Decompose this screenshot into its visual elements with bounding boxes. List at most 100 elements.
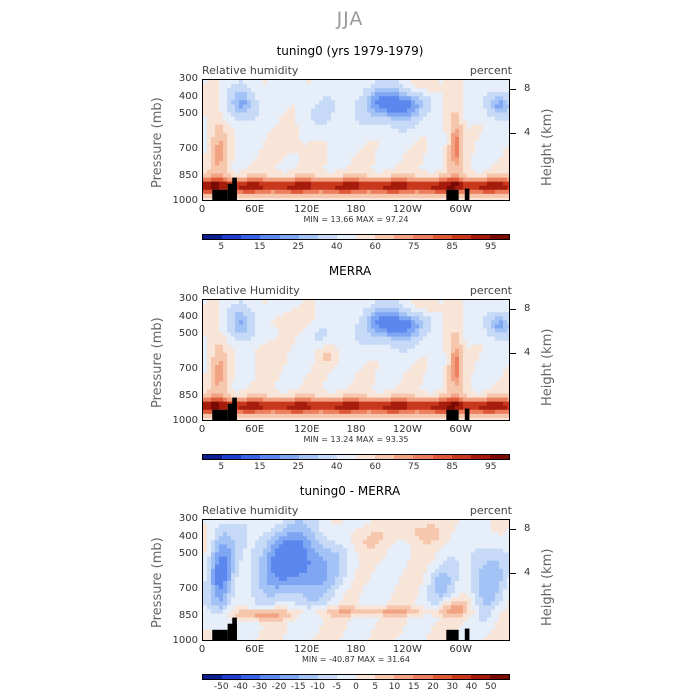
heatmap-cell bbox=[347, 300, 352, 305]
heatmap-cell bbox=[399, 80, 404, 85]
heatmap-cell bbox=[343, 300, 348, 305]
heatmap-cell bbox=[483, 340, 488, 346]
heatmap-cell bbox=[235, 124, 240, 130]
colorbar-swatch bbox=[203, 455, 223, 459]
heatmap-cell bbox=[215, 401, 220, 407]
heatmap-cell bbox=[339, 141, 344, 146]
heatmap-cell bbox=[355, 84, 360, 89]
heatmap-cell bbox=[315, 193, 320, 199]
heatmap-cell bbox=[315, 112, 320, 118]
heatmap-cell bbox=[271, 100, 276, 105]
heatmap-cell bbox=[375, 344, 380, 350]
heatmap-cell bbox=[239, 381, 244, 386]
heatmap-cell bbox=[439, 108, 444, 114]
heatmap-cell bbox=[227, 344, 232, 350]
heatmap-cell bbox=[391, 128, 396, 134]
heatmap-cell bbox=[503, 300, 508, 305]
heatmap-cell bbox=[395, 120, 400, 126]
heatmap-cell bbox=[435, 304, 440, 309]
heatmap-cell bbox=[291, 157, 296, 162]
heatmap-cell bbox=[363, 324, 368, 330]
heatmap-cell bbox=[451, 385, 456, 391]
heatmap-cell bbox=[459, 365, 464, 370]
heatmap-cell bbox=[387, 413, 392, 419]
heatmap-cell bbox=[383, 361, 388, 366]
heatmap-cell bbox=[387, 177, 392, 183]
heatmap-cell bbox=[507, 124, 509, 130]
heatmap-cell bbox=[403, 132, 408, 138]
heatmap-cell bbox=[423, 100, 428, 105]
heatmap-cell bbox=[427, 88, 432, 93]
heatmap-cell bbox=[507, 405, 509, 411]
heatmap-cell bbox=[251, 145, 256, 150]
heatmap-cell bbox=[431, 84, 436, 89]
heatmap-cell bbox=[287, 312, 292, 317]
heatmap-cell bbox=[375, 520, 380, 525]
heatmap-cell bbox=[499, 165, 504, 171]
heatmap-cell bbox=[259, 324, 264, 330]
heatmap-cell bbox=[363, 185, 368, 191]
heatmap-cell bbox=[287, 409, 292, 415]
heatmap-cell bbox=[487, 352, 492, 358]
heatmap-cell bbox=[483, 161, 488, 166]
heatmap-cell bbox=[491, 161, 496, 166]
heatmap-cell bbox=[499, 308, 504, 313]
heatmap-cell bbox=[315, 324, 320, 330]
heatmap-cell bbox=[299, 149, 304, 154]
heatmap-cell bbox=[255, 389, 260, 395]
heatmap-cell bbox=[267, 92, 272, 97]
heatmap-cell bbox=[339, 112, 344, 118]
heatmap-cell bbox=[415, 100, 420, 105]
heatmap-cell bbox=[303, 336, 308, 342]
heatmap-cell bbox=[355, 304, 360, 309]
heatmap-cell bbox=[471, 169, 476, 175]
heatmap-cell bbox=[363, 88, 368, 93]
heatmap-cell bbox=[303, 185, 308, 191]
heatmap-cell bbox=[411, 385, 416, 391]
heatmap-cell bbox=[219, 393, 224, 399]
heatmap-cell bbox=[367, 177, 372, 183]
heatmap-cell bbox=[487, 165, 492, 171]
heatmap-cell bbox=[323, 312, 328, 317]
heatmap-cell bbox=[227, 365, 232, 370]
heatmap-cell bbox=[299, 116, 304, 122]
heatmap-cell bbox=[391, 401, 396, 407]
heatmap-cell bbox=[355, 141, 360, 146]
heatmap-cell bbox=[479, 344, 484, 350]
heatmap-cell bbox=[215, 532, 220, 537]
heatmap-cell bbox=[287, 108, 292, 114]
heatmap-cell bbox=[419, 84, 424, 89]
heatmap-cell bbox=[487, 80, 492, 85]
heatmap-cell bbox=[211, 177, 216, 183]
heatmap-cell bbox=[335, 524, 340, 529]
heatmap-cell bbox=[235, 312, 240, 317]
heatmap-cell bbox=[447, 401, 452, 407]
heatmap-cell bbox=[343, 169, 348, 175]
heatmap-cell bbox=[303, 181, 308, 187]
heatmap-cell bbox=[243, 116, 248, 122]
heatmap-cell bbox=[391, 193, 396, 199]
heatmap-cell bbox=[303, 365, 308, 370]
heatmap-cell bbox=[475, 332, 480, 338]
heatmap-cell bbox=[363, 373, 368, 378]
heatmap-cell bbox=[375, 132, 380, 138]
heatmap-cell bbox=[275, 197, 280, 200]
heatmap-cell bbox=[367, 348, 372, 354]
colorbar-swatch bbox=[413, 235, 433, 239]
heatmap-cell bbox=[407, 104, 412, 110]
heatmap-cell bbox=[287, 80, 292, 85]
heatmap-cell bbox=[203, 312, 208, 317]
heatmap-cell bbox=[319, 112, 324, 118]
heatmap-cell bbox=[471, 340, 476, 346]
heatmap-cell bbox=[255, 332, 260, 338]
heatmap-cell bbox=[279, 361, 284, 366]
heatmap-cell bbox=[219, 332, 224, 338]
heatmap-cell bbox=[291, 361, 296, 366]
heatmap-cell bbox=[315, 377, 320, 382]
heatmap-cell bbox=[463, 348, 468, 354]
heatmap-cell bbox=[235, 520, 240, 525]
heatmap-cell bbox=[491, 320, 496, 325]
heatmap-cell bbox=[463, 381, 468, 386]
heatmap-cell bbox=[355, 524, 360, 529]
heatmap-cell bbox=[307, 128, 312, 134]
